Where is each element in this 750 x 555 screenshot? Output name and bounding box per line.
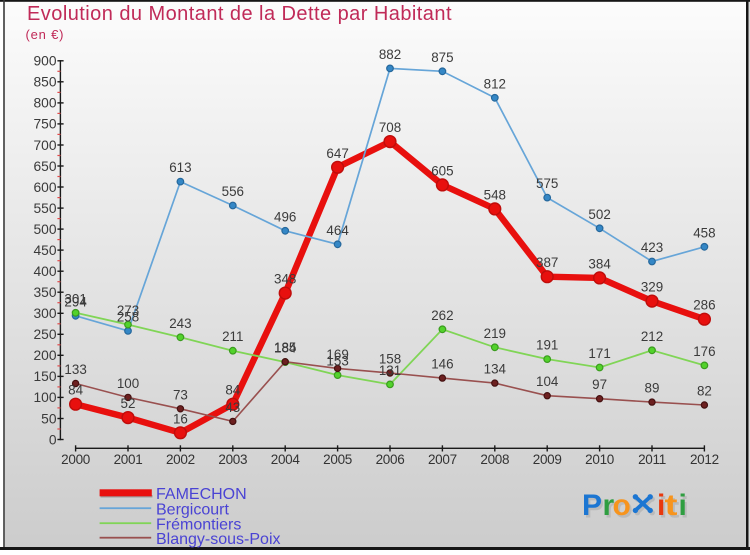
svg-text:243: 243 bbox=[169, 316, 191, 331]
svg-text:875: 875 bbox=[431, 50, 453, 65]
svg-text:84: 84 bbox=[68, 383, 83, 398]
svg-text:212: 212 bbox=[641, 329, 663, 344]
svg-text:Blangy-sous-Poix: Blangy-sous-Poix bbox=[156, 531, 281, 548]
svg-text:2001: 2001 bbox=[114, 452, 143, 467]
svg-text:250: 250 bbox=[33, 327, 56, 342]
svg-text:o: o bbox=[613, 489, 631, 522]
svg-text:900: 900 bbox=[33, 54, 56, 69]
svg-text:812: 812 bbox=[484, 76, 506, 91]
svg-text:708: 708 bbox=[379, 120, 401, 135]
svg-text:700: 700 bbox=[33, 138, 56, 153]
svg-text:43: 43 bbox=[225, 400, 240, 415]
svg-text:2007: 2007 bbox=[428, 452, 457, 467]
svg-text:464: 464 bbox=[326, 223, 349, 238]
svg-text:273: 273 bbox=[117, 303, 139, 318]
svg-text:133: 133 bbox=[64, 362, 86, 377]
svg-text:171: 171 bbox=[588, 346, 610, 361]
svg-text:2011: 2011 bbox=[638, 452, 666, 467]
svg-text:387: 387 bbox=[536, 255, 558, 270]
svg-text:550: 550 bbox=[33, 201, 56, 216]
svg-text:52: 52 bbox=[121, 396, 136, 411]
svg-text:450: 450 bbox=[33, 243, 56, 258]
svg-text:146: 146 bbox=[431, 357, 453, 372]
svg-text:882: 882 bbox=[379, 47, 401, 62]
svg-text:t: t bbox=[665, 489, 678, 522]
svg-text:2000: 2000 bbox=[61, 452, 90, 467]
svg-text:73: 73 bbox=[173, 387, 188, 402]
svg-text:423: 423 bbox=[641, 240, 663, 255]
svg-text:185: 185 bbox=[274, 340, 296, 355]
svg-text:84: 84 bbox=[225, 383, 240, 398]
svg-text:219: 219 bbox=[484, 326, 506, 341]
svg-text:286: 286 bbox=[693, 298, 715, 313]
svg-text:2009: 2009 bbox=[533, 452, 562, 467]
svg-text:605: 605 bbox=[431, 163, 453, 178]
svg-text:16: 16 bbox=[173, 411, 188, 426]
svg-text:384: 384 bbox=[588, 256, 611, 271]
svg-text:348: 348 bbox=[274, 272, 296, 287]
svg-text:750: 750 bbox=[33, 117, 56, 132]
svg-text:158: 158 bbox=[379, 352, 401, 367]
svg-text:850: 850 bbox=[33, 75, 56, 90]
svg-text:211: 211 bbox=[222, 329, 243, 344]
svg-text:Evolution du Montant de la Det: Evolution du Montant de la Dette par Hab… bbox=[27, 3, 452, 25]
svg-text:(en €): (en €) bbox=[26, 27, 65, 42]
svg-text:104: 104 bbox=[536, 374, 559, 389]
svg-text:650: 650 bbox=[33, 159, 56, 174]
svg-text:169: 169 bbox=[326, 347, 348, 362]
svg-text:191: 191 bbox=[536, 338, 558, 353]
svg-text:P: P bbox=[582, 489, 602, 522]
svg-text:2002: 2002 bbox=[166, 452, 195, 467]
svg-text:400: 400 bbox=[33, 264, 56, 279]
svg-text:300: 300 bbox=[33, 306, 56, 321]
svg-text:2005: 2005 bbox=[323, 452, 352, 467]
svg-text:496: 496 bbox=[274, 209, 296, 224]
svg-text:150: 150 bbox=[33, 369, 56, 384]
svg-text:262: 262 bbox=[431, 308, 453, 323]
svg-text:613: 613 bbox=[169, 160, 191, 175]
svg-text:134: 134 bbox=[484, 362, 507, 377]
svg-text:0: 0 bbox=[49, 432, 57, 447]
svg-text:100: 100 bbox=[33, 390, 56, 405]
svg-text:647: 647 bbox=[326, 146, 348, 161]
svg-text:2006: 2006 bbox=[376, 452, 405, 467]
svg-text:97: 97 bbox=[592, 377, 607, 392]
svg-text:100: 100 bbox=[117, 376, 139, 391]
svg-text:176: 176 bbox=[693, 344, 715, 359]
svg-text:600: 600 bbox=[33, 180, 56, 195]
svg-text:458: 458 bbox=[693, 225, 715, 240]
svg-text:548: 548 bbox=[484, 187, 506, 202]
svg-text:329: 329 bbox=[641, 280, 663, 295]
svg-text:500: 500 bbox=[33, 222, 56, 237]
svg-text:556: 556 bbox=[222, 184, 244, 199]
svg-text:i: i bbox=[679, 489, 687, 522]
svg-text:89: 89 bbox=[645, 381, 660, 396]
svg-text:800: 800 bbox=[33, 96, 56, 111]
svg-text:200: 200 bbox=[33, 348, 56, 363]
svg-text:301: 301 bbox=[64, 291, 86, 306]
svg-text:2004: 2004 bbox=[271, 452, 301, 467]
svg-text:2008: 2008 bbox=[480, 452, 509, 467]
svg-text:2010: 2010 bbox=[585, 452, 614, 467]
svg-text:575: 575 bbox=[536, 176, 558, 191]
svg-text:82: 82 bbox=[697, 384, 712, 399]
svg-text:2012: 2012 bbox=[690, 452, 719, 467]
svg-text:502: 502 bbox=[588, 207, 610, 222]
svg-text:50: 50 bbox=[41, 411, 57, 426]
svg-text:2003: 2003 bbox=[218, 452, 247, 467]
svg-text:350: 350 bbox=[33, 285, 56, 300]
